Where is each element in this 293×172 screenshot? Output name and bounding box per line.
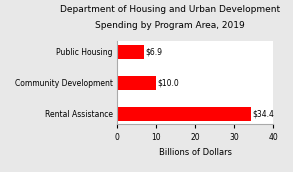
Bar — [117, 107, 251, 121]
Bar — [117, 76, 156, 90]
Bar — [117, 45, 144, 58]
Text: $6.9: $6.9 — [146, 47, 163, 56]
Text: $34.4: $34.4 — [253, 109, 275, 118]
X-axis label: Billions of Dollars: Billions of Dollars — [159, 148, 232, 157]
Text: $10.0: $10.0 — [158, 78, 180, 87]
Text: Spending by Program Area, 2019: Spending by Program Area, 2019 — [95, 21, 245, 30]
Text: Department of Housing and Urban Development: Department of Housing and Urban Developm… — [60, 5, 280, 14]
